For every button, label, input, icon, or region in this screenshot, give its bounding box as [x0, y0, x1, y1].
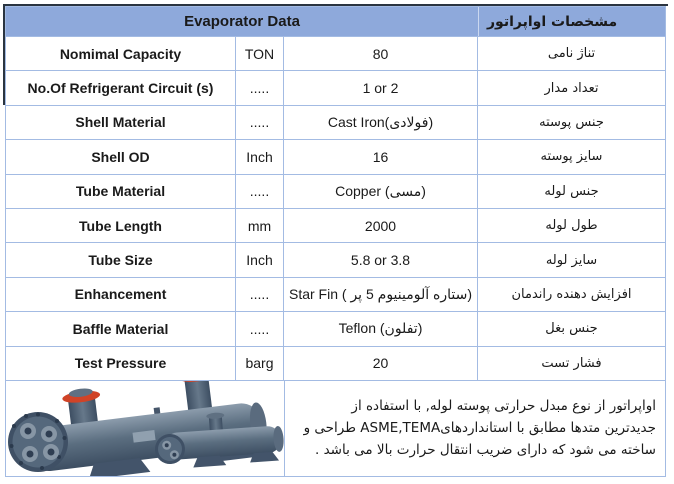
row-label-fa: تعداد مدار — [544, 80, 599, 96]
table-title-en: Evaporator Data — [6, 7, 479, 36]
row-label-en: Enhancement — [6, 277, 236, 312]
table-outer-border-left — [3, 4, 5, 105]
row-label-en: Shell OD — [6, 140, 236, 174]
row-label-en: Tube Length — [6, 208, 236, 243]
table-outer-border-top — [3, 4, 668, 6]
row-label-fa: سایز پوسته — [540, 149, 603, 165]
row-label-en: No.Of Refrigerant Circuit (s) — [6, 71, 236, 105]
row-unit: mm — [236, 208, 284, 243]
row-label-en: Tube Size — [6, 243, 236, 277]
row-label-fa: جنس بغل — [545, 321, 598, 337]
row-unit: ..... — [236, 312, 284, 346]
row-label-fa: جنس لوله — [544, 183, 599, 199]
row-unit: ..... — [236, 277, 284, 312]
row-value: 20 — [284, 346, 478, 380]
table-row: No.Of Refrigerant Circuit (s)..... 1 or 2… — [6, 71, 665, 106]
table-row: Tube Length mm 2000 طول لوله — [6, 208, 665, 244]
row-label-en: Test Pressure — [6, 346, 236, 380]
row-label-fa: تناژ نامی — [547, 46, 596, 62]
row-unit: ..... — [236, 174, 284, 208]
row-value: Star Fin ( ستاره آلومینیوم 5 پر) — [284, 277, 478, 312]
table-row: Shell Material..... Cast Iron(فولادی) جنس … — [6, 105, 665, 141]
table-row: Baffle Material..... Teflon (تفلون) جنس بغ… — [6, 312, 665, 347]
row-unit: TON — [236, 37, 284, 71]
row-label-en: Nomimal Capacity — [6, 37, 236, 71]
row-unit: Inch — [236, 140, 284, 174]
large-exchanger — [7, 380, 267, 476]
row-label-en: Tube Material — [6, 174, 236, 208]
table-row: Nomimal Capacity TON 80 تناژ نامی — [6, 37, 665, 72]
heat-exchanger-image — [6, 380, 285, 476]
table-row: Tube Size Inch 5.8 or 3.8 سایز لوله — [6, 243, 665, 278]
row-value: Teflon (تفلون) — [284, 312, 478, 346]
table-footer-row: اواپراتور از نوع مبدل حرارتی پوسته لوله,… — [6, 380, 665, 476]
table-header-row: Evaporator Data مشخصات اواپراتور — [6, 7, 665, 37]
table-row: Test Pressure barg 20 فشار تست — [6, 346, 665, 381]
row-label-fa: سایز لوله — [545, 252, 598, 268]
table-row: Enhancement..... Star Fin ( ستاره آلومینی… — [6, 277, 665, 313]
row-label-fa: افزایش دهنده راندمان — [511, 286, 632, 302]
row-label-fa: جنس پوسته — [539, 114, 604, 130]
row-value: 1 or 2 — [284, 71, 478, 105]
row-label-en: Shell Material — [6, 105, 236, 140]
row-unit: ..... — [236, 71, 284, 105]
table-row: Shell OD Inch 16 سایز پوسته — [6, 140, 665, 175]
row-value: Cast Iron(فولادی) — [284, 105, 478, 140]
table-row: Tube Material..... Copper (مسی) جنس لوله — [6, 174, 665, 209]
row-value: 80 — [284, 37, 478, 71]
small-exchanger — [154, 412, 284, 468]
row-unit: Inch — [236, 243, 284, 277]
table-body: Nomimal Capacity TON 80 تناژ نامی No.Of Refr… — [6, 37, 665, 381]
evaporator-spec-table: Evaporator Data مشخصات اواپراتور Nomimal… — [5, 6, 666, 477]
row-label-fa: طول لوله — [545, 218, 598, 234]
evaporator-description-text: اواپراتور از نوع مبدل حرارتی پوسته لوله,… — [303, 398, 656, 459]
row-label-fa: فشار تست — [541, 355, 602, 371]
row-value: 2000 — [284, 208, 478, 243]
row-value: 16 — [284, 140, 478, 174]
row-label-en: Baffle Material — [6, 312, 236, 346]
row-value: Copper (مسی) — [284, 174, 478, 208]
row-unit: ..... — [236, 105, 284, 140]
row-value: 5.8 or 3.8 — [284, 243, 478, 277]
heat-exchanger-illustration — [7, 380, 284, 476]
table-title-fa: مشخصات اواپراتور — [487, 13, 618, 30]
row-unit: barg — [236, 346, 284, 380]
